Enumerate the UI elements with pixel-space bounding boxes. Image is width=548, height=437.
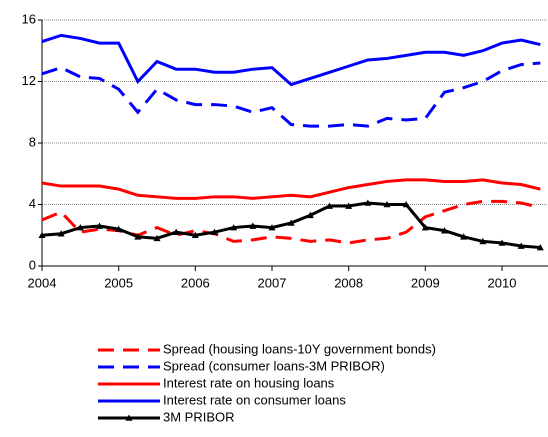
marker: [134, 233, 142, 240]
marker: [211, 228, 218, 235]
marker: [172, 228, 180, 235]
y-tick-label: 8: [29, 134, 36, 149]
series-line: [41, 199, 541, 245]
marker: [191, 231, 199, 239]
legend-label: 3M PRIBOR: [163, 409, 235, 424]
marker: [536, 244, 544, 251]
x-tick-label: 2009: [411, 275, 440, 290]
marker: [153, 234, 161, 242]
marker: [498, 239, 506, 246]
marker: [517, 242, 525, 249]
legend-label: Interest rate on consumer loans: [163, 392, 346, 407]
series-line: [41, 61, 541, 128]
x-tick-label: 2004: [28, 275, 57, 290]
y-tick-label: 0: [29, 257, 36, 272]
series-line: [41, 178, 541, 200]
marker: [364, 199, 372, 206]
marker: [249, 222, 257, 229]
marker: [421, 224, 429, 231]
x-tick-label: 2005: [104, 275, 133, 290]
marker: [115, 225, 123, 232]
legend-label: Spread (consumer loans-3M PRIBOR): [163, 358, 385, 373]
x-tick-label: 2008: [334, 275, 363, 290]
marker: [57, 230, 65, 237]
y-tick-label: 4: [29, 196, 36, 211]
marker: [38, 231, 46, 239]
y-tick-label: 12: [22, 73, 36, 88]
marker: [460, 233, 468, 240]
marker: [306, 211, 314, 219]
marker: [76, 224, 84, 231]
x-tick-label: 2007: [258, 275, 287, 290]
legend-marker: [125, 414, 133, 421]
marker: [345, 202, 353, 209]
marker: [326, 202, 333, 209]
marker: [96, 222, 103, 229]
legend-label: Interest rate on housing loans: [163, 375, 335, 390]
marker: [383, 201, 391, 208]
marker: [479, 237, 487, 245]
marker: [441, 227, 448, 234]
x-tick-label: 2010: [488, 275, 517, 290]
series-line: [41, 33, 541, 87]
marker: [402, 201, 410, 208]
y-tick-label: 16: [22, 11, 36, 26]
x-tick-label: 2006: [181, 275, 210, 290]
marker: [230, 224, 238, 231]
legend-label: Spread (housing loans-10Y government bon…: [163, 341, 436, 356]
marker: [287, 219, 295, 226]
marker: [268, 224, 276, 231]
